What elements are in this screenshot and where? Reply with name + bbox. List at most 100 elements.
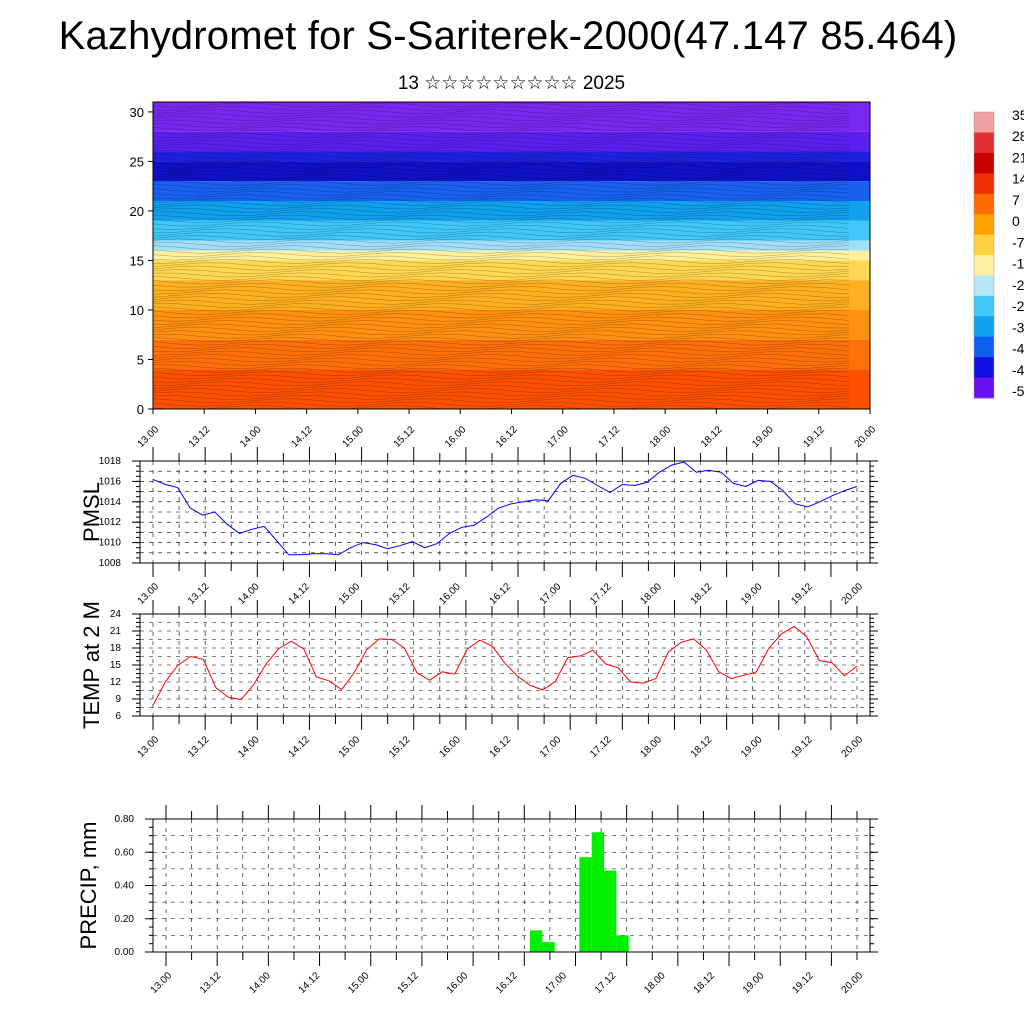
colorbar-label: -14 bbox=[1012, 256, 1024, 272]
wind-streak bbox=[153, 316, 850, 322]
x-tick-label: 17.00 bbox=[544, 970, 570, 996]
wind-streak bbox=[153, 211, 850, 217]
x-tick-label: 16.00 bbox=[437, 581, 463, 607]
wind-streak bbox=[153, 381, 850, 387]
wind-streak bbox=[153, 333, 850, 339]
cross-section-panel: 0 5 10 15 20 25 30 13.00 13.12 14.00 14.12 15.00 15.… bbox=[130, 101, 879, 450]
colorbar-swatch bbox=[974, 316, 994, 338]
colorbar-swatch bbox=[974, 214, 994, 236]
x-tick-label: 15.00 bbox=[341, 424, 367, 450]
x-tick-label: 17.12 bbox=[588, 581, 614, 607]
x-tick-label: 18.00 bbox=[642, 970, 668, 996]
wind-streak bbox=[153, 394, 850, 400]
colorbar-swatch bbox=[974, 275, 994, 297]
x-tick-label: 13.12 bbox=[187, 424, 213, 450]
colorbar-swatch bbox=[974, 112, 994, 133]
wind-streak bbox=[153, 367, 850, 373]
heat-band bbox=[153, 250, 870, 261]
x-tick-label: 16.12 bbox=[488, 581, 514, 607]
wind-streak bbox=[153, 197, 850, 203]
x-tick-label: 20.00 bbox=[853, 424, 879, 450]
y-tick-label: 0.80 bbox=[115, 814, 135, 825]
y-tick-label: 1010 bbox=[99, 538, 122, 549]
wind-streak bbox=[153, 221, 850, 227]
x-tick-label: 16.00 bbox=[443, 424, 469, 450]
y-tick-label: 0.20 bbox=[115, 914, 135, 925]
x-tick-label: 19.12 bbox=[790, 970, 816, 996]
wind-streak bbox=[153, 214, 850, 220]
panel-frame bbox=[152, 818, 871, 953]
wind-streak bbox=[153, 245, 850, 251]
wind-streak bbox=[153, 105, 850, 111]
x-tick-label: 20.00 bbox=[840, 734, 866, 760]
x-tick-label: 16.12 bbox=[494, 424, 520, 450]
chart-title: Kazhydromet for S-Sariterek-2000(47.147 … bbox=[58, 14, 958, 58]
x-tick-label: 14.00 bbox=[236, 581, 262, 607]
wind-streak bbox=[153, 224, 850, 230]
x-tick-label: 18.00 bbox=[639, 581, 665, 607]
series-line bbox=[152, 625, 858, 706]
wind-streak bbox=[153, 167, 850, 173]
y-tick-label: 10 bbox=[130, 303, 144, 318]
wind-streak bbox=[153, 289, 850, 295]
x-tick-label: 20.00 bbox=[840, 581, 866, 607]
heatmap-field bbox=[153, 102, 870, 409]
wind-streak bbox=[153, 313, 850, 319]
x-tick-label: 17.00 bbox=[538, 734, 564, 760]
x-tick-label: 19.00 bbox=[750, 424, 776, 450]
precip-bar bbox=[579, 857, 592, 952]
wind-streak bbox=[153, 126, 850, 132]
heat-band bbox=[153, 339, 870, 370]
wind-streak bbox=[153, 146, 850, 152]
x-tick-label: 15.00 bbox=[346, 970, 372, 996]
x-tick-label: 13.12 bbox=[198, 970, 224, 996]
x-tick-label: 18.12 bbox=[699, 424, 725, 450]
wind-streak bbox=[153, 153, 850, 159]
wind-streak bbox=[153, 180, 850, 186]
wind-streak bbox=[153, 401, 850, 407]
colorbar-swatch bbox=[974, 255, 994, 276]
wind-streak bbox=[153, 398, 850, 404]
colorbar-swatch bbox=[974, 234, 994, 256]
y-axis-label: PRECIP, mm bbox=[76, 822, 101, 950]
x-tick-label: 18.00 bbox=[648, 424, 674, 450]
heat-band bbox=[153, 240, 870, 251]
x-tick-label: 15.12 bbox=[387, 734, 413, 760]
colorbar-label: -49 bbox=[1012, 362, 1024, 378]
wind-streak bbox=[153, 194, 850, 200]
wind-streak bbox=[153, 116, 850, 122]
y-tick-label: 5 bbox=[137, 352, 144, 367]
wind-streak bbox=[153, 150, 850, 156]
y-tick-label: 15 bbox=[130, 253, 144, 268]
wind-streak bbox=[153, 388, 850, 394]
colorbar-swatch bbox=[974, 132, 994, 154]
wind-streak bbox=[153, 177, 850, 183]
heat-band bbox=[153, 260, 870, 281]
colorbar-swatch bbox=[974, 357, 994, 379]
wind-streak bbox=[153, 204, 850, 210]
colorbar-label: -7 bbox=[1012, 234, 1024, 250]
wind-streak bbox=[153, 235, 850, 241]
x-tick-label: 14.12 bbox=[297, 970, 323, 996]
x-tick-label: 18.12 bbox=[689, 734, 715, 760]
y-tick-label: 12 bbox=[110, 677, 122, 688]
x-tick-label: 17.00 bbox=[545, 424, 571, 450]
x-tick-label: 15.12 bbox=[395, 970, 421, 996]
heat-band bbox=[153, 201, 870, 221]
x-tick-label: 14.00 bbox=[247, 970, 273, 996]
wind-streak bbox=[153, 129, 850, 135]
wind-streak bbox=[153, 306, 850, 312]
x-tick-label: 14.12 bbox=[287, 581, 313, 607]
x-tick-label: 15.12 bbox=[392, 424, 418, 450]
wind-streak bbox=[153, 184, 850, 190]
x-tick-label: 14.12 bbox=[289, 424, 315, 450]
y-tick-label: 1018 bbox=[99, 456, 122, 467]
y-tick-label: 6 bbox=[115, 711, 121, 722]
wind-streak bbox=[153, 330, 850, 336]
x-tick-label: 19.00 bbox=[739, 581, 765, 607]
wind-streak bbox=[153, 292, 850, 298]
y-tick-label: 18 bbox=[110, 643, 122, 654]
wind-streak bbox=[153, 272, 850, 278]
wind-streak bbox=[153, 320, 850, 326]
